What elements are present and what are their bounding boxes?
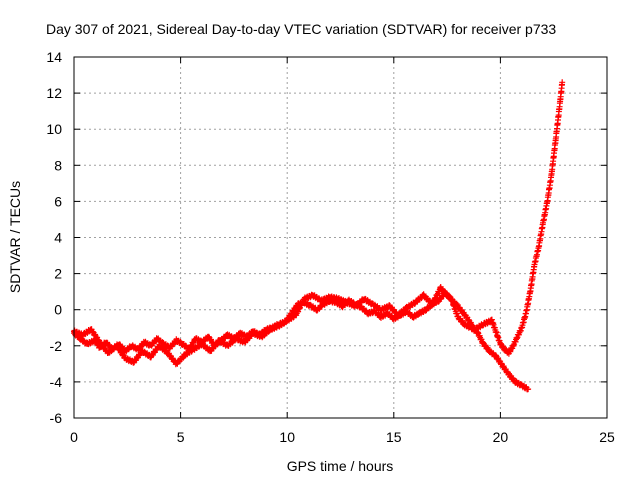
y-tick-label: 2 bbox=[54, 266, 62, 282]
y-tick-label: 0 bbox=[54, 302, 62, 318]
x-tick-label: 20 bbox=[493, 429, 509, 445]
y-tick-label: -4 bbox=[50, 374, 63, 390]
x-tick-label: 25 bbox=[599, 429, 615, 445]
y-tick-label: 14 bbox=[46, 49, 62, 65]
data-points bbox=[71, 79, 566, 393]
y-tick-label: 8 bbox=[54, 157, 62, 173]
grid-lines bbox=[74, 57, 607, 418]
y-axis-label: SDTVAR / TECUs bbox=[7, 181, 23, 293]
data-point bbox=[559, 79, 566, 86]
x-axis-label: GPS time / hours bbox=[287, 458, 394, 474]
data-point bbox=[525, 386, 532, 393]
y-tick-label: -2 bbox=[50, 338, 63, 354]
x-tick-label: 0 bbox=[70, 429, 78, 445]
y-tick-label: -6 bbox=[50, 410, 63, 426]
axis-ticks: 0 5 10 15 20 25 -6 -4 -2 0 2 4 6 8 10 12 14 bbox=[46, 49, 615, 445]
y-tick-label: 6 bbox=[54, 193, 62, 209]
x-tick-label: 5 bbox=[177, 429, 185, 445]
y-tick-label: 12 bbox=[46, 85, 62, 101]
y-tick-label: 10 bbox=[46, 121, 62, 137]
y-tick-label: 4 bbox=[54, 230, 62, 246]
x-tick-label: 15 bbox=[386, 429, 402, 445]
chart-title: Day 307 of 2021, Sidereal Day-to-day VTE… bbox=[46, 21, 556, 37]
x-tick-label: 10 bbox=[279, 429, 295, 445]
